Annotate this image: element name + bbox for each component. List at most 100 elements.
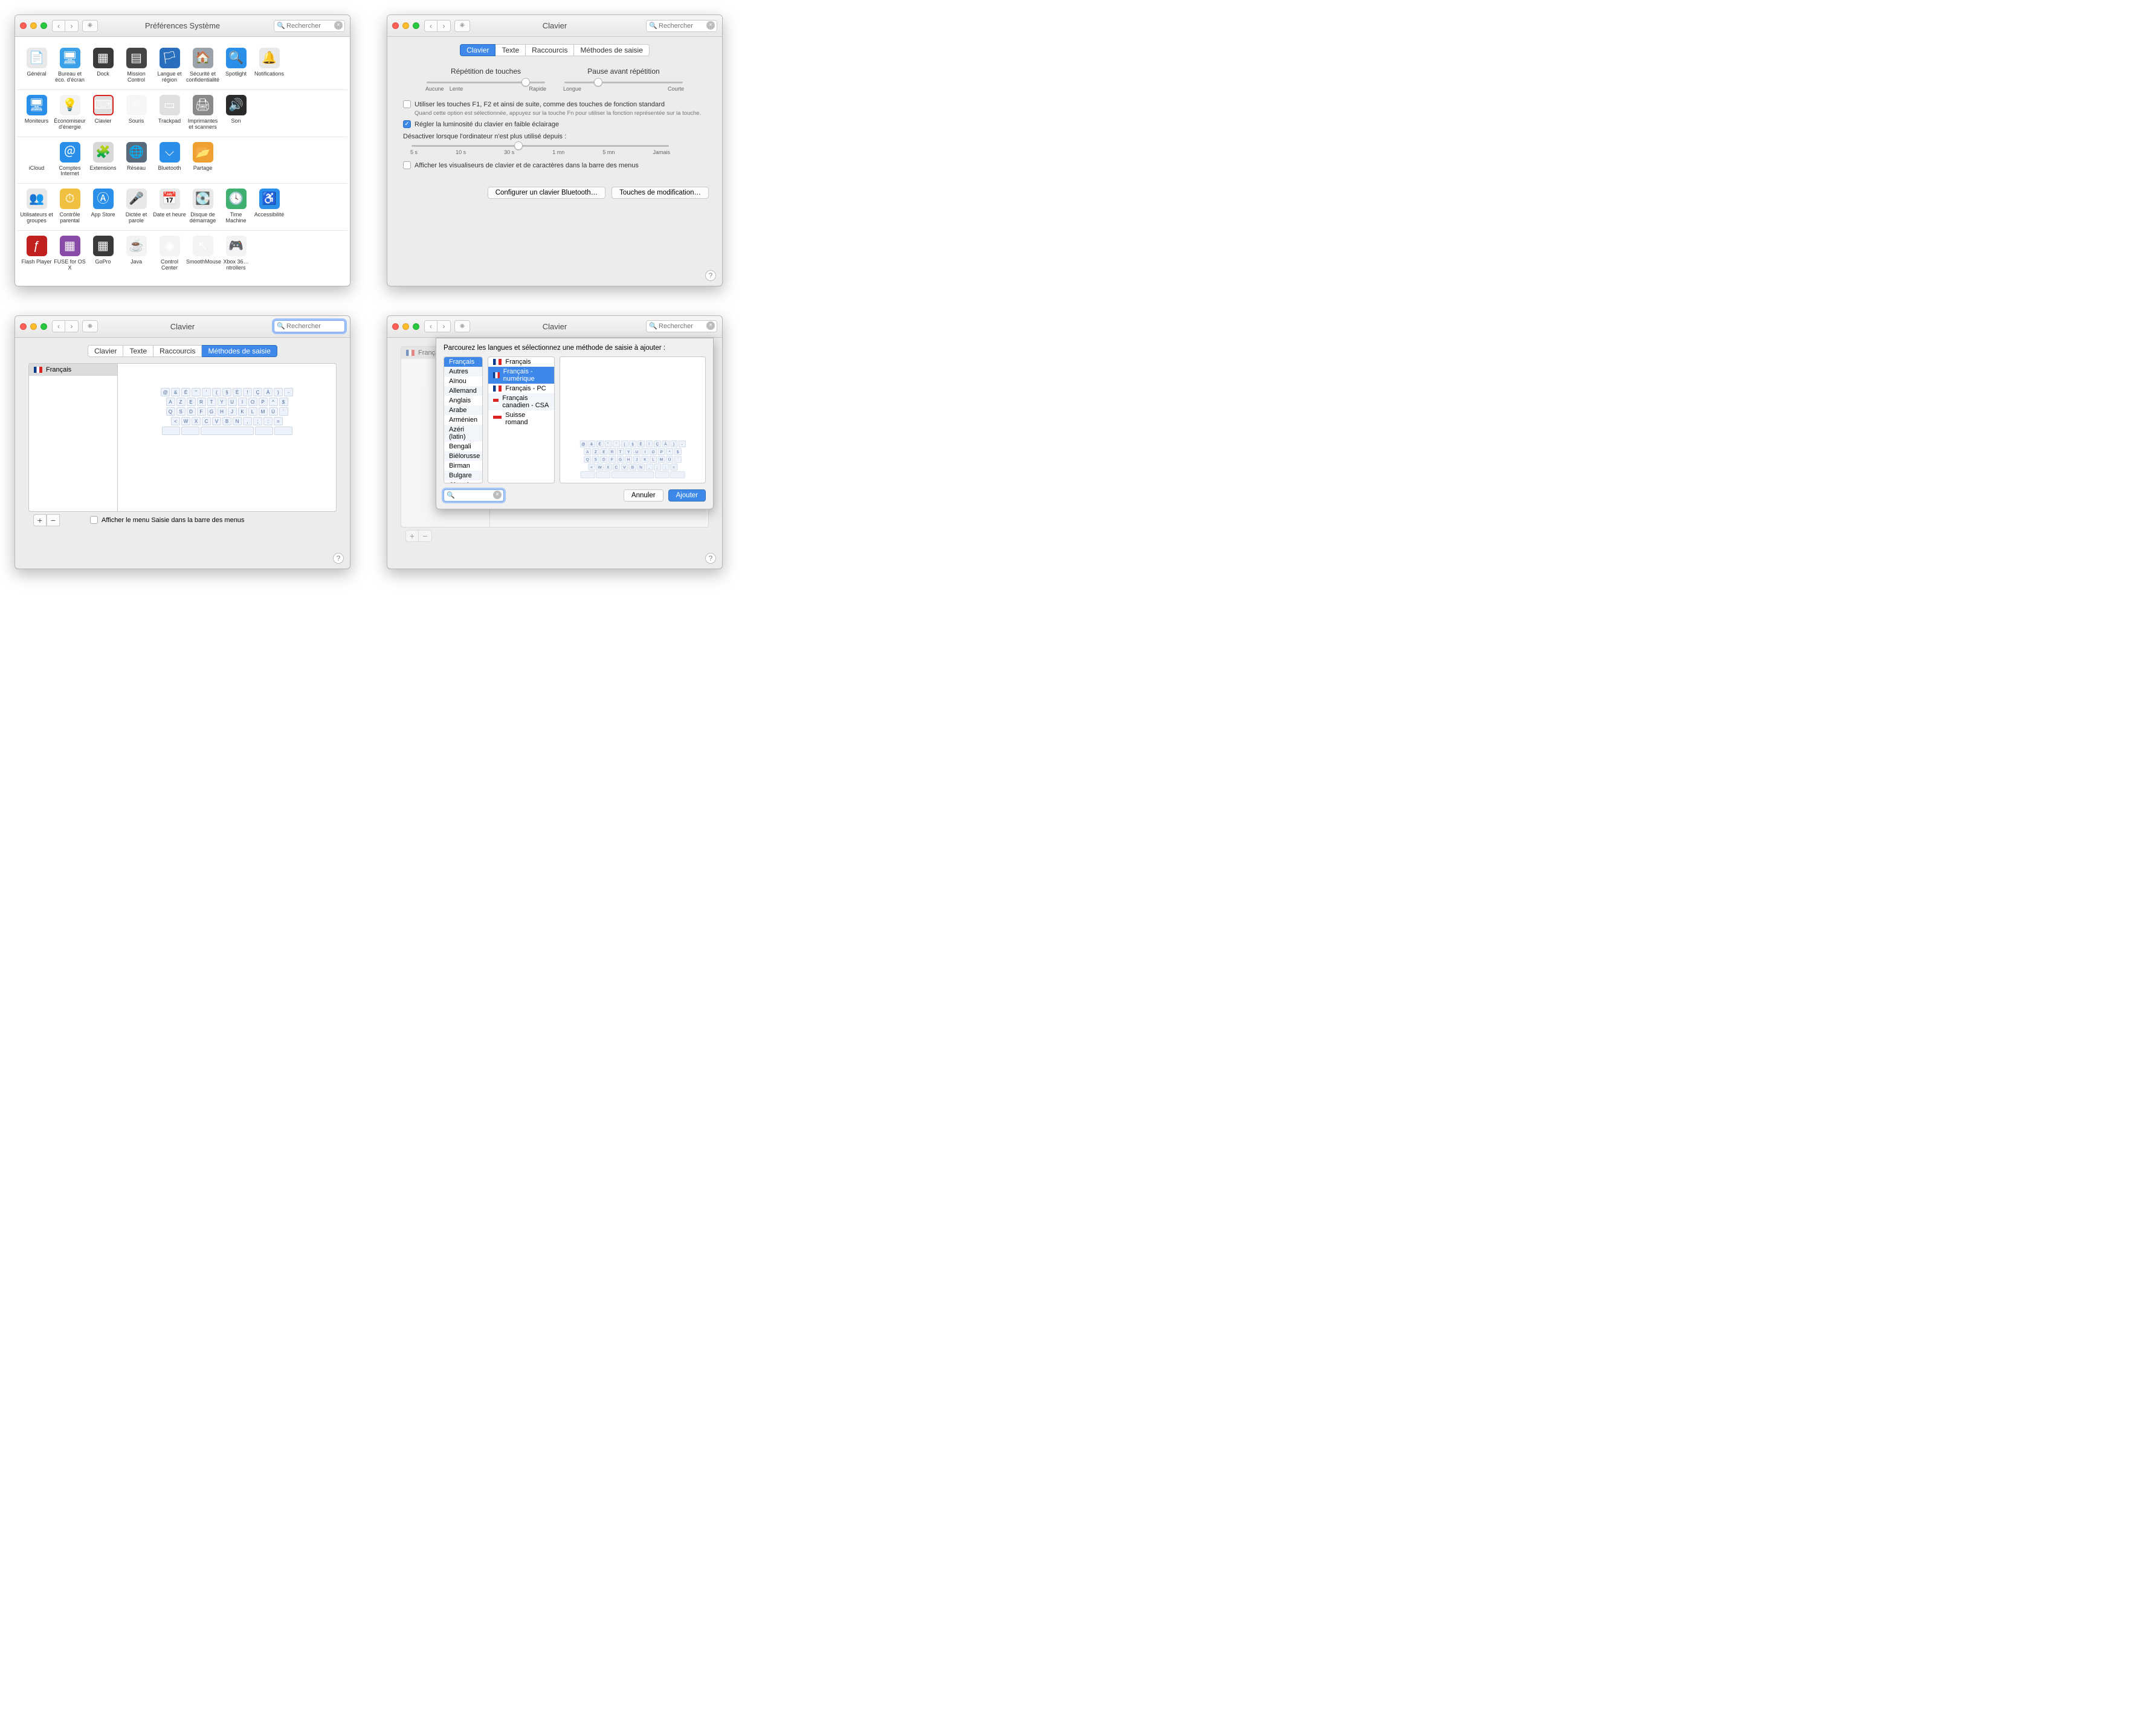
back-button[interactable]: ‹ — [52, 20, 65, 32]
pref-fuse-for-os-x[interactable]: ▦FUSE for OS X — [53, 236, 86, 271]
pref-son[interactable]: 🔊Son — [219, 95, 253, 131]
tab-m-thodes-de-saisie[interactable]: Méthodes de saisie — [202, 345, 277, 357]
clear-icon[interactable]: × — [334, 21, 343, 30]
help-icon[interactable]: ? — [705, 553, 716, 564]
help-icon[interactable]: ? — [705, 270, 716, 281]
lang-item[interactable]: Bengali — [444, 442, 482, 451]
pref-s-curit-et-confidentialit-[interactable]: 🏠Sécurité et confidentialité — [186, 48, 219, 83]
minimize-icon[interactable] — [402, 22, 409, 29]
zoom-icon[interactable] — [413, 22, 419, 29]
pref-contr-le-parental[interactable]: ⏱Contrôle parental — [53, 189, 86, 224]
pref-bluetooth[interactable]: ⌵Bluetooth — [153, 142, 186, 178]
tab-raccourcis[interactable]: Raccourcis — [153, 345, 202, 357]
pref--conomiseur-d-nergie[interactable]: 💡Économiseur d'énergie — [53, 95, 86, 131]
forward-button[interactable]: › — [437, 320, 451, 332]
lang-item[interactable]: Arménien — [444, 415, 482, 425]
help-icon[interactable]: ? — [333, 553, 344, 564]
tab-texte[interactable]: Texte — [123, 345, 153, 357]
back-button[interactable]: ‹ — [424, 20, 437, 32]
language-list[interactable]: FrançaisAutresAïnouAllemandAnglaisArabeA… — [444, 356, 483, 483]
pref-flash-player[interactable]: ƒFlash Player — [20, 236, 53, 271]
pref-partage[interactable]: 📂Partage — [186, 142, 219, 178]
search-field[interactable]: 🔍× — [646, 20, 717, 32]
zoom-icon[interactable] — [413, 323, 419, 330]
pref-disque-de-d-marrage[interactable]: 💽Disque de démarrage — [186, 189, 219, 224]
input-sources-list[interactable]: Français — [28, 363, 118, 512]
search-field[interactable]: 🔍 × — [274, 20, 345, 32]
method-item[interactable]: Français — [488, 357, 554, 367]
search-field[interactable]: 🔍 — [274, 320, 345, 332]
tab-clavier[interactable]: Clavier — [460, 44, 495, 56]
forward-button[interactable]: › — [437, 20, 451, 32]
bluetooth-button[interactable]: Configurer un clavier Bluetooth… — [488, 187, 605, 199]
disable-slider[interactable]: 5 s10 s30 s1 mn5 mnJamais — [410, 145, 670, 155]
lang-item[interactable]: Français — [444, 357, 482, 367]
tab-raccourcis[interactable]: Raccourcis — [526, 44, 574, 56]
method-item[interactable]: Suisse romand — [488, 410, 554, 427]
grid-button[interactable]: ⁜ — [82, 320, 98, 332]
forward-button[interactable]: › — [65, 20, 79, 32]
pref-langue-et-r-gion[interactable]: 🏳Langue et région — [153, 48, 186, 83]
minimize-icon[interactable] — [30, 22, 37, 29]
close-icon[interactable] — [20, 22, 27, 29]
pref-icloud[interactable]: ☁iCloud — [20, 142, 53, 178]
lang-item[interactable]: Allemand — [444, 386, 482, 396]
pref-xbox-ntrollers[interactable]: 🎮Xbox 36…ntrollers — [219, 236, 253, 271]
minimize-icon[interactable] — [30, 323, 37, 330]
tab-m-thodes-de-saisie[interactable]: Méthodes de saisie — [574, 44, 649, 56]
pref-bureau-et-co-d-cran[interactable]: 🖥Bureau et éco. d'écran — [53, 48, 86, 83]
lang-item[interactable]: Autres — [444, 367, 482, 376]
lang-item[interactable]: Bulgare — [444, 471, 482, 480]
pref-gopro[interactable]: ▦GoPro — [86, 236, 120, 271]
zoom-icon[interactable] — [40, 22, 47, 29]
close-icon[interactable] — [392, 323, 399, 330]
search-field[interactable]: 🔍× — [646, 320, 717, 332]
pref-date-et-heure[interactable]: 📅Date et heure — [153, 189, 186, 224]
pref-mission-control[interactable]: ▤Mission Control — [120, 48, 153, 83]
pref-trackpad[interactable]: ▭Trackpad — [153, 95, 186, 131]
lang-item[interactable]: Cherokee — [444, 480, 482, 483]
tab-clavier[interactable]: Clavier — [88, 345, 123, 357]
pref-dock[interactable]: ▦Dock — [86, 48, 120, 83]
dialog-search[interactable]: 🔍 × — [444, 489, 504, 502]
pref-imprimantes-et-scanners[interactable]: 🖨Imprimantes et scanners — [186, 95, 219, 131]
pref-utilisateurs-et-groupes[interactable]: 👥Utilisateurs et groupes — [20, 189, 53, 224]
method-list[interactable]: FrançaisFrançais - numériqueFrançais - P… — [488, 356, 555, 483]
lang-item[interactable]: Azéri (latin) — [444, 425, 482, 442]
grid-button[interactable]: ⁜ — [454, 320, 470, 332]
method-item[interactable]: Français canadien - CSA — [488, 393, 554, 410]
lang-item[interactable]: Biélorusse — [444, 451, 482, 461]
lang-item[interactable]: Anglais — [444, 396, 482, 405]
back-button[interactable]: ‹ — [52, 320, 65, 332]
pref-r-seau[interactable]: 🌐Réseau — [120, 142, 153, 178]
add-button[interactable]: + — [33, 514, 47, 526]
fn-keys-checkbox[interactable]: Utiliser les touches F1, F2 et ainsi de … — [403, 100, 706, 109]
input-source-item[interactable]: Français — [29, 364, 117, 376]
kb-brightness-checkbox[interactable]: ✓Régler la luminosité du clavier en faib… — [403, 120, 706, 129]
lang-item[interactable]: Arabe — [444, 405, 482, 415]
close-icon[interactable] — [20, 323, 27, 330]
pref-time-machine[interactable]: 🕓Time Machine — [219, 189, 253, 224]
add-confirm-button[interactable]: Ajouter — [668, 489, 706, 502]
pref-g-n-ral[interactable]: 📄Général — [20, 48, 53, 83]
delay-slider[interactable]: Pause avant répétition LongueCourte — [563, 67, 684, 92]
lang-item[interactable]: Birman — [444, 461, 482, 471]
pref-clavier[interactable]: ⌨Clavier — [86, 95, 120, 131]
pref-comptes-internet[interactable]: ＠Comptes Internet — [53, 142, 86, 178]
pref-control-center[interactable]: ◉Control Center — [153, 236, 186, 271]
clear-icon[interactable]: × — [706, 21, 715, 30]
clear-icon[interactable]: × — [493, 491, 502, 499]
pref-notifications[interactable]: 🔔Notifications — [253, 48, 286, 83]
cancel-button[interactable]: Annuler — [624, 489, 663, 502]
show-input-menu-checkbox[interactable]: Afficher le menu Saisie dans la barre de… — [90, 516, 244, 524]
back-button[interactable]: ‹ — [424, 320, 437, 332]
grid-button[interactable]: ⁜ — [82, 20, 98, 32]
pref-smoothmouse[interactable]: ↖SmoothMouse — [186, 236, 219, 271]
lang-item[interactable]: Aïnou — [444, 376, 482, 386]
close-icon[interactable] — [392, 22, 399, 29]
zoom-icon[interactable] — [40, 323, 47, 330]
pref-dict-e-et-parole[interactable]: 🎤Dictée et parole — [120, 189, 153, 224]
pref-souris[interactable]: 🖱Souris — [120, 95, 153, 131]
pref-app-store[interactable]: ⒶApp Store — [86, 189, 120, 224]
pref-spotlight[interactable]: 🔍Spotlight — [219, 48, 253, 83]
